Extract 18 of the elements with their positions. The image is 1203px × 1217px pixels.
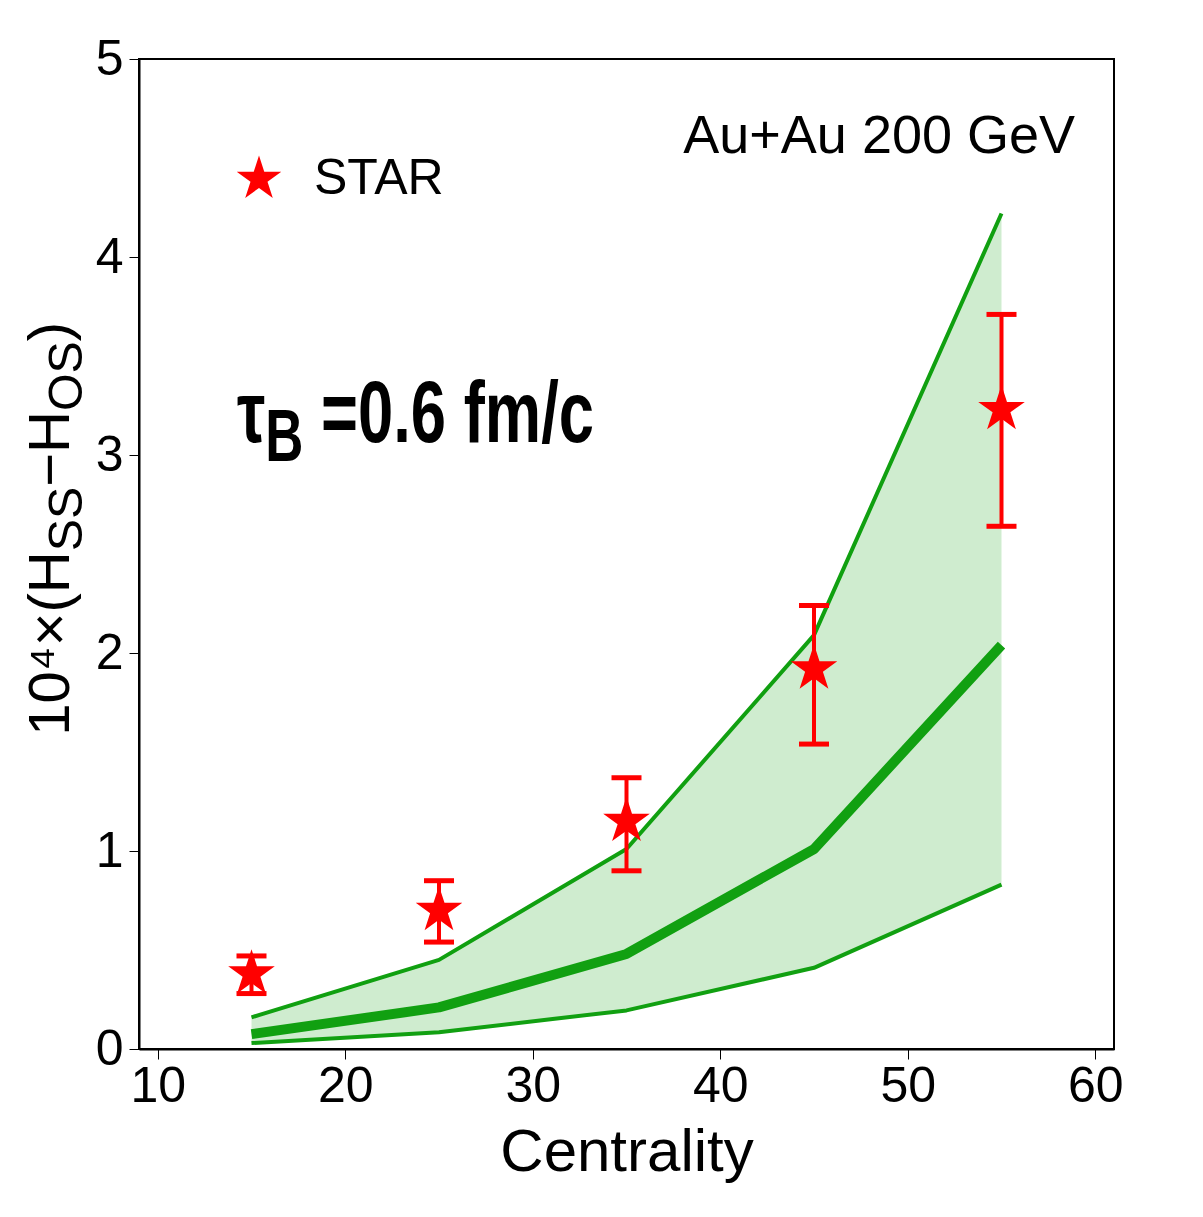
x-tick-label: 60	[1067, 1056, 1124, 1113]
point	[228, 949, 275, 994]
x-tick-label: 40	[692, 1056, 749, 1113]
y-tick-label: 3	[95, 425, 124, 482]
y-tick-label: 1	[95, 821, 124, 878]
x-tick-label: 30	[505, 1056, 562, 1113]
x-tick-label: 10	[130, 1056, 187, 1113]
y-tick-label: 4	[95, 227, 124, 284]
y-tick-label: 5	[95, 29, 124, 86]
annotation: τ$_{B}$ =0.6 fm/c	[236, 360, 594, 478]
y-tick-label: 0	[95, 1019, 124, 1076]
legend-label: STAR	[314, 149, 444, 205]
x-tick-label: 20	[317, 1056, 374, 1113]
y-tick-label: 2	[95, 623, 124, 680]
line-series	[249, 882, 1004, 1046]
x-tick-label: 50	[880, 1056, 937, 1113]
annotation: Au+Au 200 GeV	[683, 103, 1076, 166]
x-axis-title: Centrality	[500, 1116, 754, 1184]
